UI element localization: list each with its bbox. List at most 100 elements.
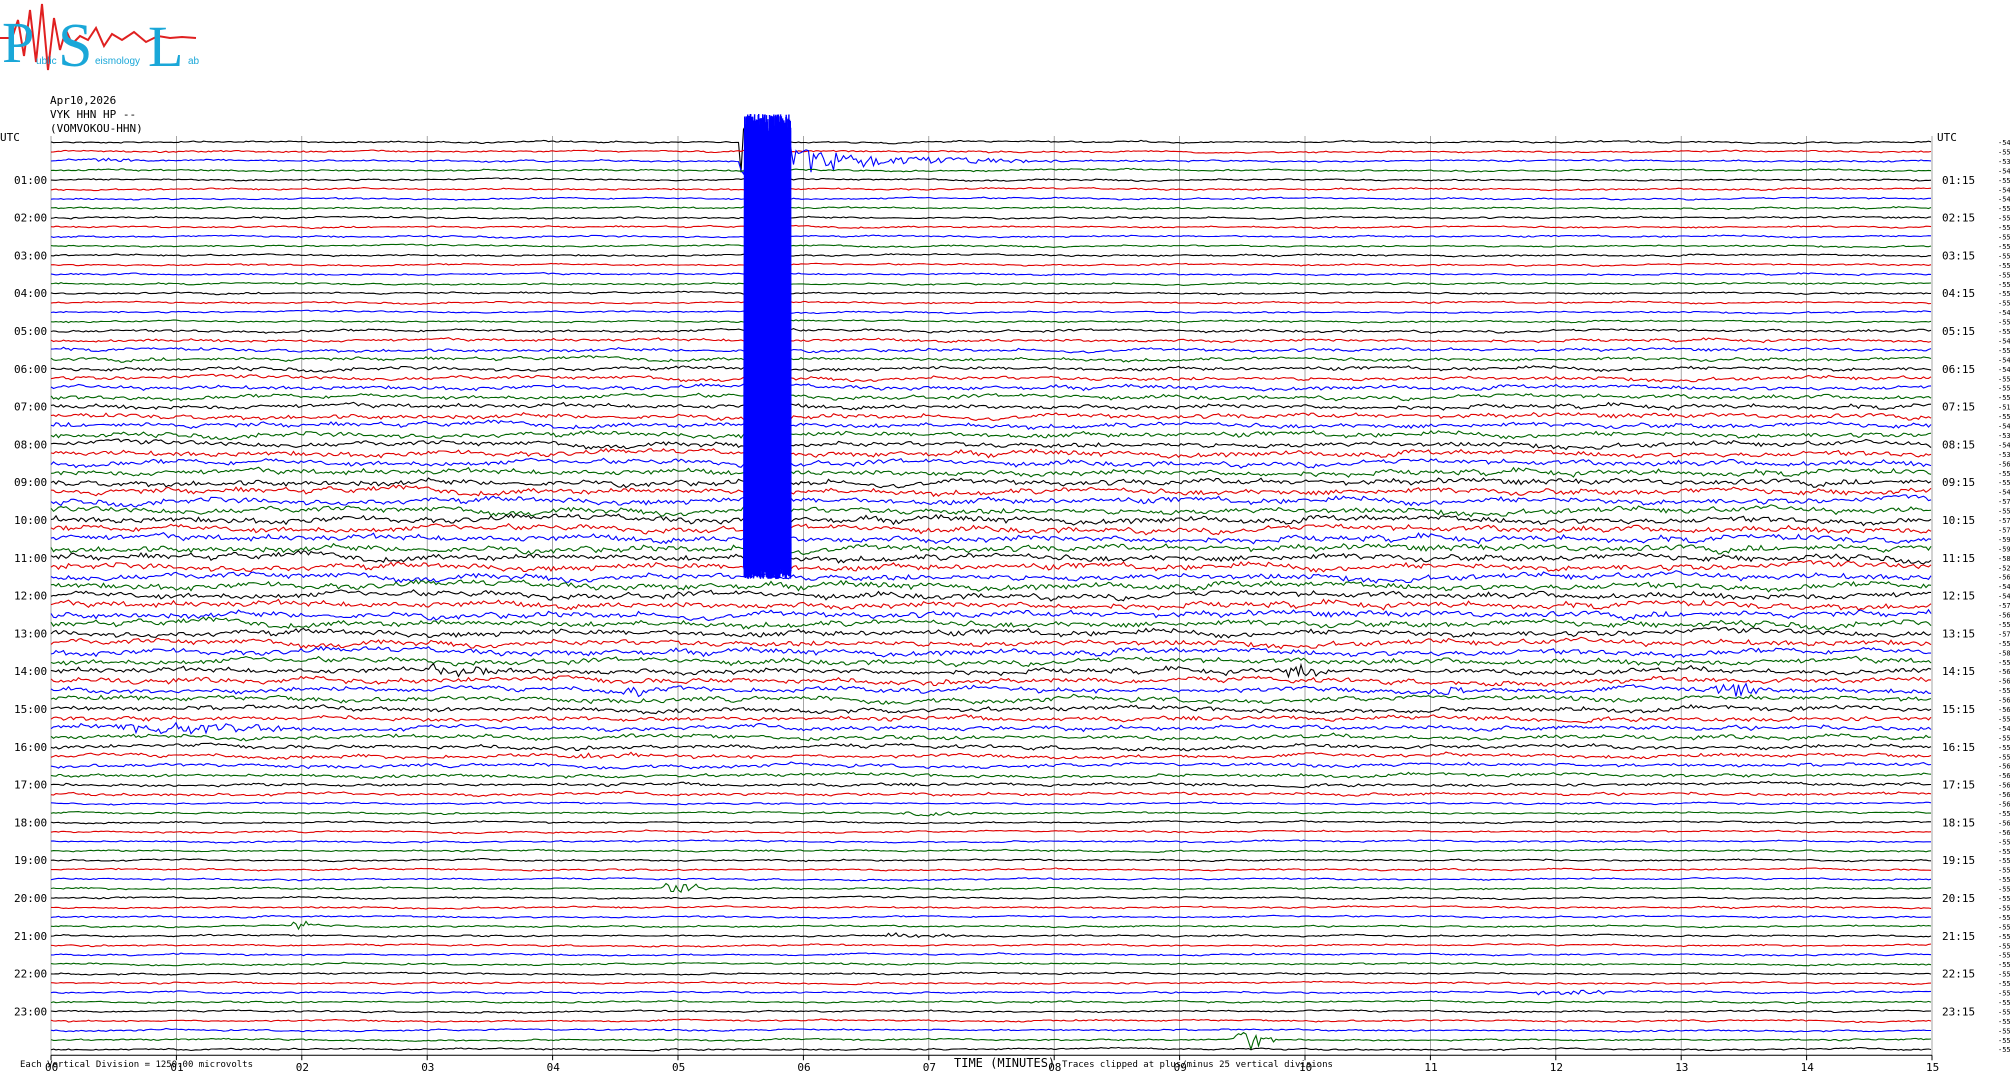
trace-offset-label: -5530 [1998,290,2010,298]
trace-line [50,262,1932,267]
logo-word-ab: ab [188,56,200,67]
trace-line [50,589,1931,602]
clipped-event-stroke [781,126,784,570]
trace-offset-label: -5571 [1998,876,2010,884]
y-tick-label-left: 19:00 [14,854,47,867]
logo-seismogram [0,3,197,71]
trace-offset-label: -5693 [1998,706,2010,714]
trace-line [50,662,1932,679]
trace-offset-label: -5554 [1998,1046,2010,1054]
trace-offset-label: -5526 [1998,148,2010,156]
trace-line [50,187,1932,192]
trace-offset-label: -5580 [1998,621,2010,629]
trace-offset-label: -5552 [1998,867,2010,875]
trace-series [50,113,1932,1052]
trace-line [50,560,1932,573]
trace-line [50,882,1932,893]
trace-line [50,346,1932,354]
trace-offset-label: -5555 [1998,961,2010,969]
x-tick-label: 07 [923,1061,936,1074]
trace-offset-label: -5563 [1998,319,2010,327]
trace-line [50,999,1932,1005]
trace-offset-label: -5564 [1998,659,2010,667]
trace-offset-label: -5530 [1998,980,2010,988]
trace-offset-label: -5463 [1998,423,2010,431]
trace-line [50,751,1932,760]
trace-offset-label: -5520 [1998,999,2010,1007]
y-tick-label-right: 15:15 [1942,703,1975,716]
station-name-label: (VOMVOKOU-HHN) [50,122,143,135]
trace-line [50,477,1932,489]
x-tick-label: 06 [797,1061,810,1074]
trace-offset-label: -5589 [1998,848,2010,856]
trace-offset-label: -5569 [1998,857,2010,865]
trace-line [50,819,1932,825]
trace-offset-label: -5507 [1998,394,2010,402]
trace-line [50,980,1932,986]
trace-offset-label: -5616 [1998,801,2010,809]
trace-line [50,504,1932,518]
x-tick-label: 14 [1801,1061,1815,1074]
clipped-event-stroke [753,114,757,572]
trace-line [50,675,1932,687]
trace-line [50,466,1932,478]
y-tick-label-right: 13:15 [1942,627,1975,640]
trace-line [50,272,1932,277]
x-axis-title: TIME (MINUTES) [954,1056,1056,1070]
grid-lines [50,136,1933,1061]
trace-offset-label: -5571 [1998,281,2010,289]
trace-offset-label: -5555 [1998,271,2010,279]
trace-line [50,952,1932,957]
y-tick-label-right: 20:15 [1942,892,1975,905]
trace-line [50,447,1932,459]
trace-line [50,430,1932,441]
trace-offset-label: -5532 [1998,952,2010,960]
trace-offset-label: -5611 [1998,819,2010,827]
trace-line [50,383,1932,392]
trace-offset-label: -5916 [1998,536,2010,544]
trace-line [50,123,1932,173]
trace-line [50,1009,1932,1014]
trace-line [50,419,1932,430]
clipped-event-stroke [758,125,761,569]
y-tick-label-right: 17:15 [1942,779,1975,792]
x-tick-label: 04 [547,1061,561,1074]
x-tick-label: 12 [1550,1061,1563,1074]
clipped-event-stroke [752,120,755,575]
trace-line [50,704,1932,715]
logo-word-eismology: eismology [95,56,140,67]
y-tick-label-right: 18:15 [1942,816,1975,829]
y-tick-label-right: 12:15 [1942,590,1975,603]
y-tick-label-right: 01:15 [1942,174,1975,187]
trace-line [50,401,1932,411]
y-tick-label-left: 12:00 [14,590,47,603]
trace-offset-label: -5508 [1998,262,2010,270]
x-tick-label: 15 [1926,1061,1939,1074]
y-axis-title-right: UTC [1937,131,1957,144]
trace-offset-label: -5613 [1998,678,2010,686]
logo-word-ublic: ublic [36,56,57,67]
trace-line [50,1018,1932,1023]
trace-offset-label: -5520 [1998,243,2010,251]
trace-offset-label: -5539 [1998,914,2010,922]
trace-line [50,1046,1932,1052]
trace-offset-label: -5441 [1998,593,2010,601]
trace-line [50,196,1931,201]
logo-letter-s: S [58,12,92,80]
trace-offset-label: -5728 [1998,630,2010,638]
trace-offset-label: -5479 [1998,725,2010,733]
x-tick-label: 13 [1675,1061,1688,1074]
trace-line [50,412,1932,422]
trace-offset-label: -5371 [1998,451,2010,459]
trace-line [50,328,1932,334]
trace-line [50,177,1932,182]
trace-offset-label: -5442 [1998,167,2010,175]
trace-offset-label: -5521 [1998,385,2010,393]
trace-offset-label: -5545 [1998,328,2010,336]
clipped-event-stroke [749,113,752,576]
trace-line [50,355,1932,363]
trace-line [50,608,1932,622]
trace-line [50,645,1932,659]
trace-offset-label: -5516 [1998,252,2010,260]
trace-offset-label: -5153 [1998,404,2010,412]
